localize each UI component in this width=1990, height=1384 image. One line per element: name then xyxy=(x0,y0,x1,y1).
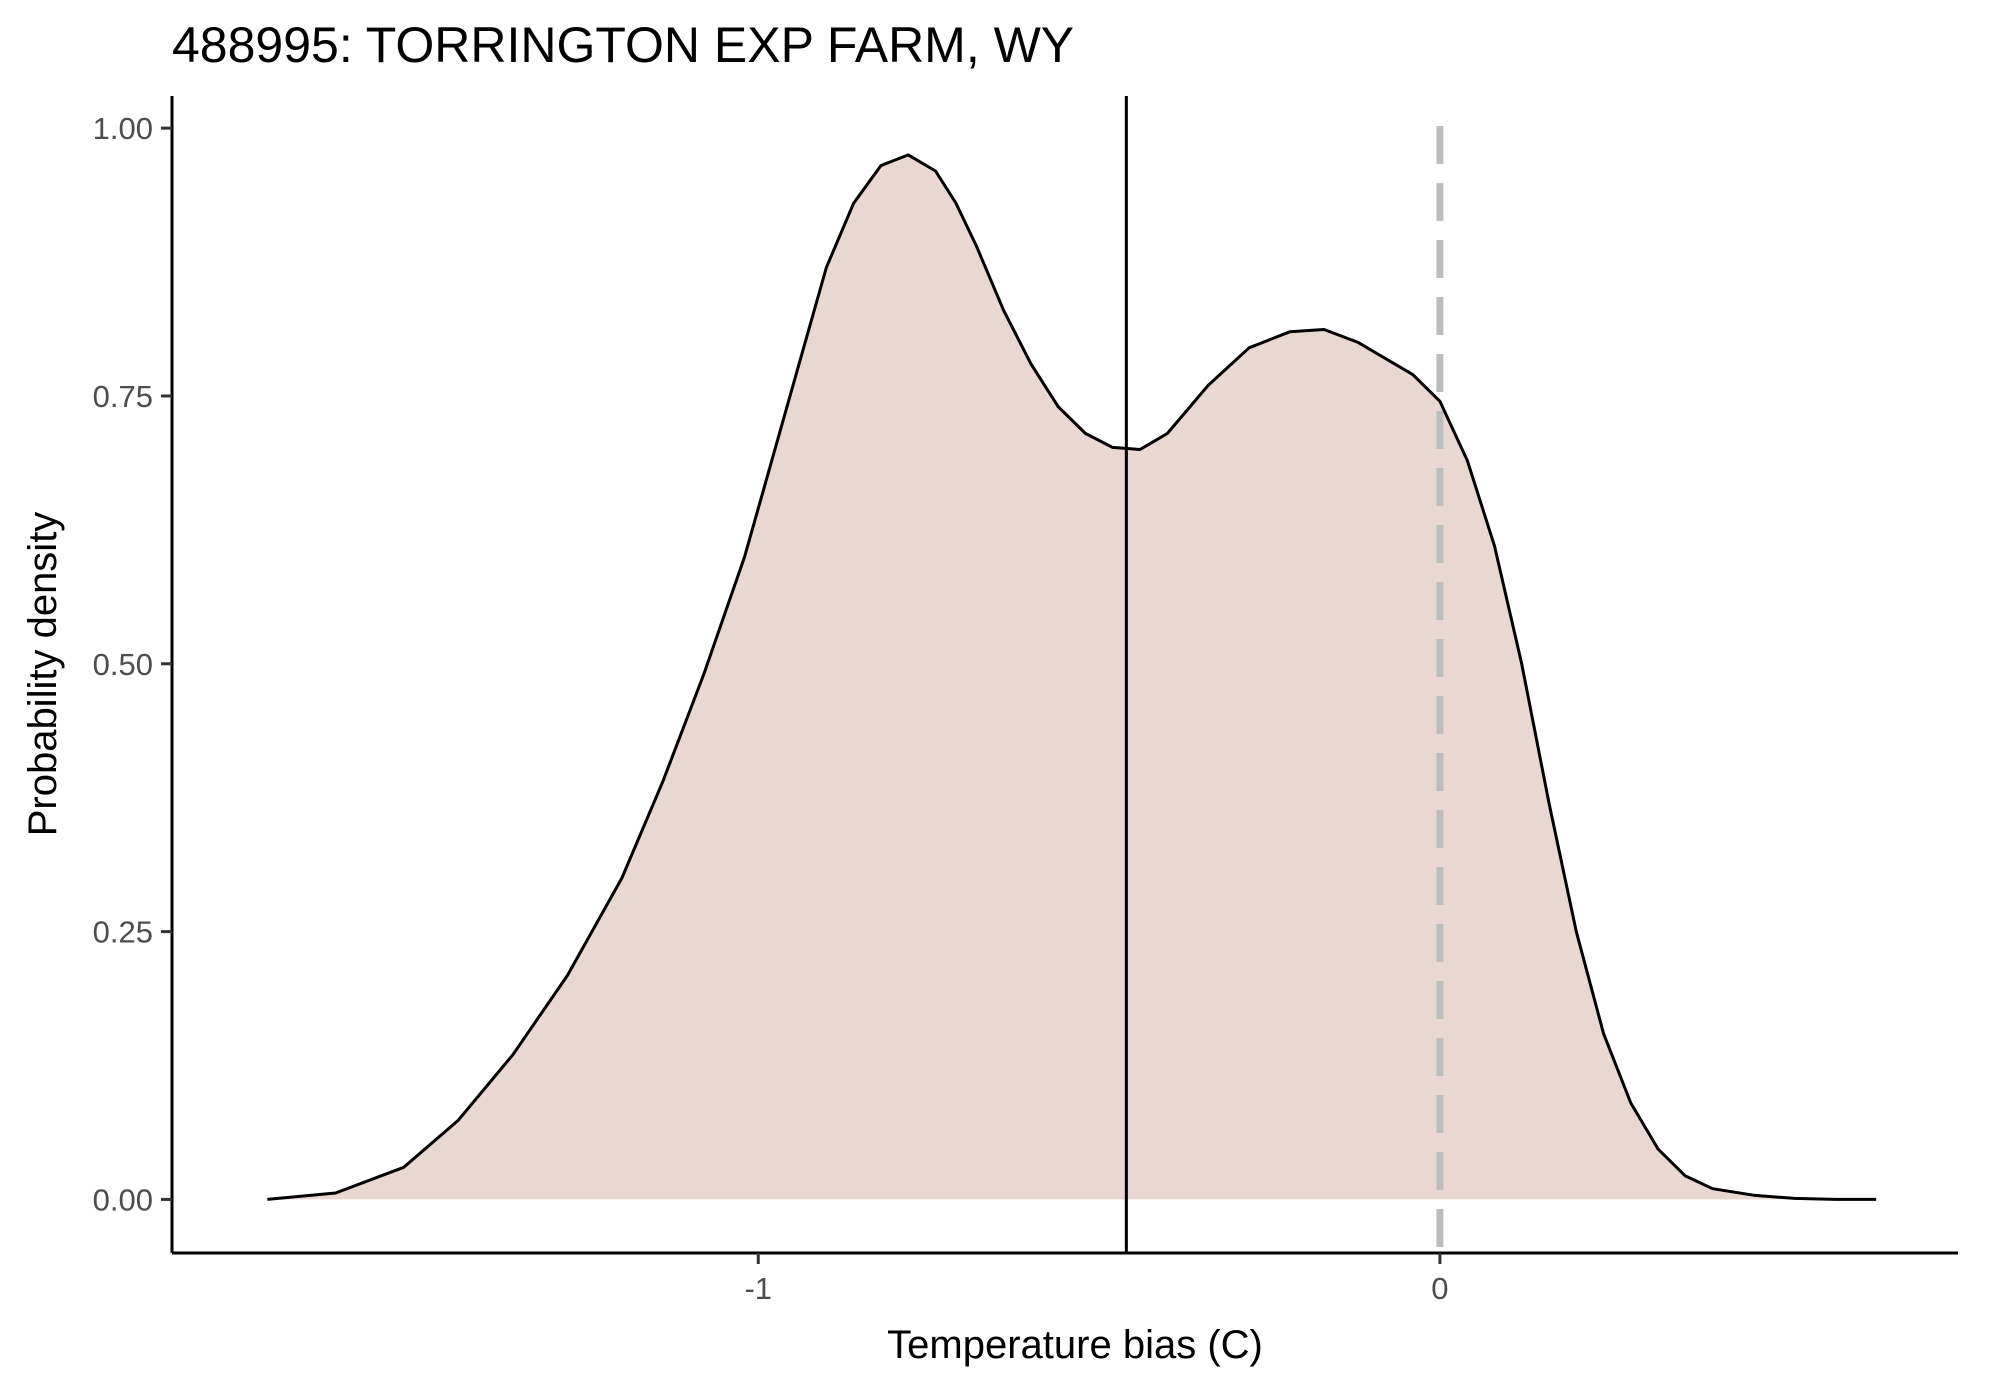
y-axis-ticks: 0.00 0.25 0.50 0.75 1.00 xyxy=(93,111,172,1217)
plot-area xyxy=(267,96,1877,1253)
x-tick-label: 0 xyxy=(1431,1271,1448,1306)
chart-title: 488995: TORRINGTON EXP FARM, WY xyxy=(172,17,1074,73)
x-tick-label: -1 xyxy=(744,1271,772,1306)
y-tick-label: 0.00 xyxy=(93,1182,153,1217)
y-tick-label: 0.75 xyxy=(93,379,153,414)
x-axis-ticks: -1 0 xyxy=(744,1253,1449,1306)
y-axis-title: Probability density xyxy=(21,512,65,837)
y-tick-label: 0.25 xyxy=(93,915,153,950)
y-tick-label: 0.50 xyxy=(93,647,153,682)
x-axis-title: Temperature bias (C) xyxy=(887,1323,1263,1367)
density-fill xyxy=(267,154,1877,1200)
density-line xyxy=(267,153,1877,1201)
y-tick-label: 1.00 xyxy=(93,111,153,146)
